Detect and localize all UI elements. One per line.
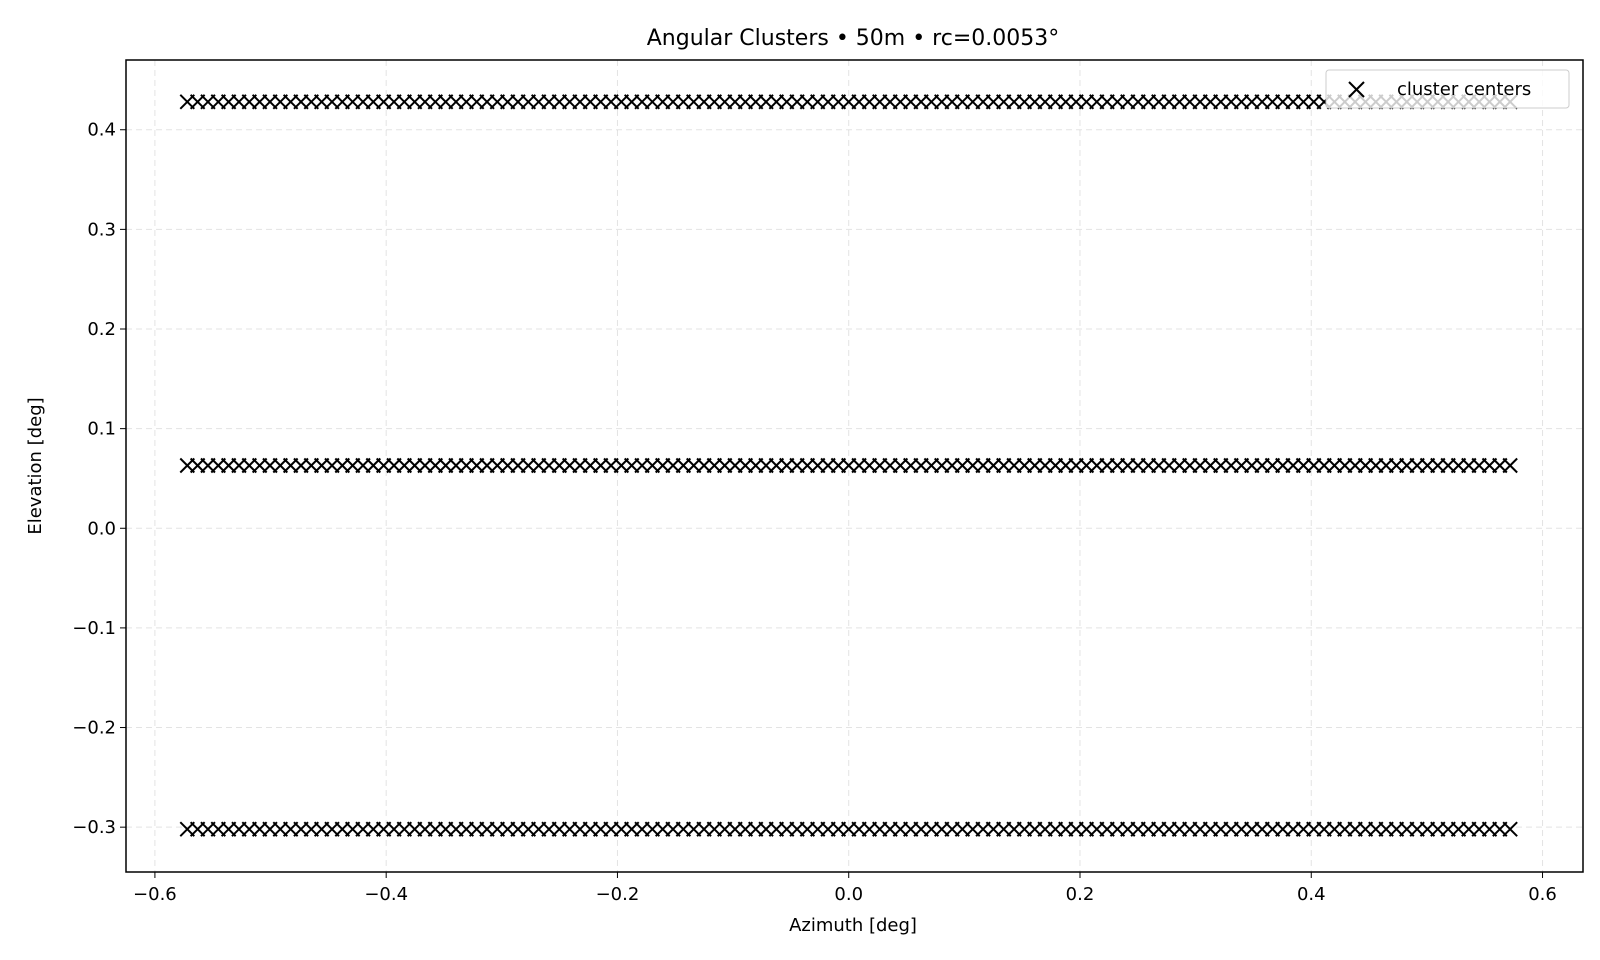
x-tick-label: −0.2 — [596, 884, 640, 905]
y-tick-label: −0.3 — [72, 817, 116, 838]
legend-box — [1325, 69, 1570, 109]
y-axis-title: Elevation [deg] — [25, 397, 46, 534]
y-tick-label: 0.1 — [87, 419, 116, 440]
x-tick-label: 0.4 — [1297, 884, 1326, 905]
plot-area-frame — [125, 59, 1584, 873]
chart-title: Angular Clusters • 50m • rc=0.0053° — [647, 26, 1060, 51]
y-tick-label: 0.0 — [87, 518, 116, 539]
x-axis-title: Azimuth [deg] — [789, 915, 917, 936]
legend-marker-x-icon — [1348, 81, 1365, 98]
x-tick-label: −0.6 — [133, 884, 177, 905]
legend-label: cluster centers — [1397, 79, 1531, 100]
legend: cluster centers — [1325, 69, 1570, 109]
y-tick-label: 0.2 — [87, 319, 116, 340]
cluster-center-marker — [1502, 821, 1518, 837]
x-tick-label: 0.2 — [1066, 884, 1095, 905]
axis-ticks: −0.6 −0.4 −0.2 0.0 0.2 0.4 0.6 −0.3 −0.2 −0.1 0.0 0… — [72, 120, 1557, 905]
grid-lines — [126, 60, 1583, 872]
y-tick-label: −0.1 — [72, 618, 116, 639]
y-tick-label: 0.3 — [87, 219, 116, 240]
x-tick-label: −0.4 — [364, 884, 408, 905]
y-tick-label: −0.2 — [72, 718, 116, 739]
cluster-center-marker — [1502, 457, 1518, 474]
x-tick-label: 0.0 — [834, 884, 863, 905]
y-tick-label: 0.4 — [87, 120, 116, 141]
x-tick-label: 0.6 — [1528, 884, 1557, 905]
